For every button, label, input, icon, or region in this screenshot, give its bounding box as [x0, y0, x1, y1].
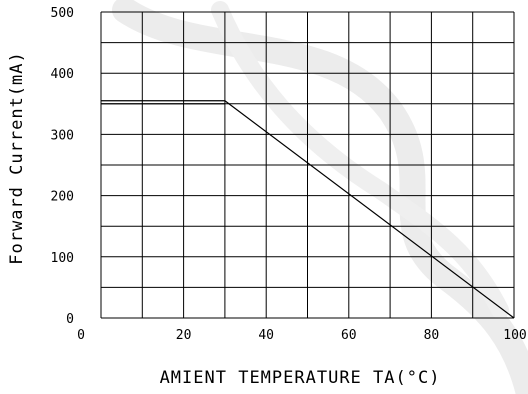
x-tick-label: 60 [341, 328, 357, 343]
y-tick-label: 100 [51, 251, 74, 266]
y-tick-label: 300 [51, 128, 74, 143]
x-tick-labels: 0 20 40 60 80 100 [77, 328, 527, 343]
x-tick-label: 40 [258, 328, 274, 343]
x-axis-title: AMIENT TEMPERATURE TA(°C) [160, 368, 441, 388]
y-tick-labels: 0 100 200 300 400 500 [51, 6, 74, 327]
x-tick-label: 80 [424, 328, 440, 343]
y-tick-label: 500 [51, 6, 74, 21]
y-tick-label: 0 [66, 312, 74, 327]
watermark [112, 0, 528, 394]
plot-grid [100, 11, 515, 319]
y-tick-label: 400 [51, 67, 74, 82]
x-tick-label: 0 [77, 328, 85, 343]
plot-series [101, 100, 515, 319]
y-tick-label: 200 [51, 190, 74, 205]
x-tick-label: 100 [503, 328, 526, 343]
y-axis-title: Forward Current(mA) [7, 51, 27, 264]
series-line-3 [224, 100, 515, 319]
x-tick-label: 20 [176, 328, 192, 343]
